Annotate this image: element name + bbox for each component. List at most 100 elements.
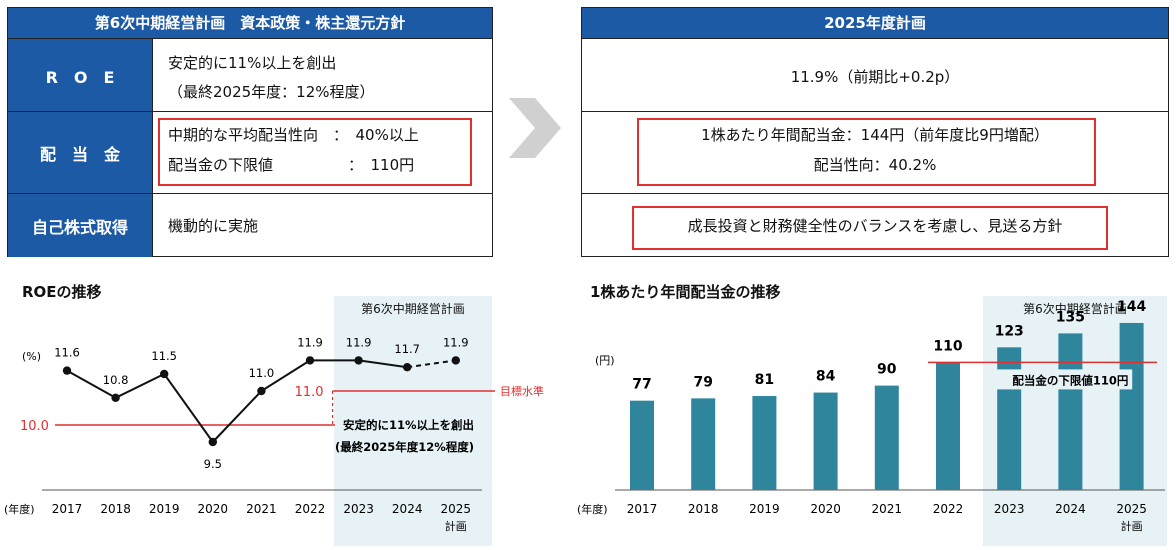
roe-data-label: 10.8 xyxy=(103,373,129,387)
roe-x-tick-label: 2019 xyxy=(149,502,180,516)
dividend-band-label: 第6次中期経営計画 xyxy=(1023,302,1127,316)
roe-target-label: 目標水準 xyxy=(500,384,544,398)
roe-ref-label-11: 11.0 xyxy=(295,385,324,400)
dividend-bar xyxy=(813,392,838,490)
roe-x-tick-label: 2018 xyxy=(100,502,131,516)
plan-dividend-line-2: 配当性向：40.2% xyxy=(813,156,937,174)
dividend-x-tick-label: 2024 xyxy=(1055,502,1086,516)
plan-dividend-highlight-box xyxy=(637,118,1096,186)
roe-line-segment xyxy=(260,359,311,392)
plan-dividend-line-1: 1株あたり年間配当金：144円（前年度比9円増配） xyxy=(701,126,1049,144)
roe-annotation-line-2: (最終2025年度12%程度) xyxy=(335,440,474,454)
plan-buyback-row: 成長投資と財務健全性のバランスを考慮し、見送る方針 xyxy=(582,193,1168,257)
dividend-policy-line-2: 配当金の下限値 ： 110円 xyxy=(168,156,415,174)
dividend-policy: 中期的な平均配当性向 ： 40%以上 配当金の下限値 ： 110円 xyxy=(152,112,492,194)
buyback-policy: 機動的に実施 xyxy=(152,194,492,257)
dividend-x-tick-label: 2019 xyxy=(749,502,780,516)
dividend-y-unit: (円) xyxy=(595,354,615,367)
roe-data-label: 11.6 xyxy=(54,346,80,360)
roe-label: R O E xyxy=(8,39,153,112)
roe-ref-label-10: 10.0 xyxy=(20,419,49,434)
roe-policy-line-2: （最終2025年度：12%程度） xyxy=(168,83,375,101)
dividend-x-tick-label: 2022 xyxy=(933,502,964,516)
dividend-ref-label: 配当金の下限値110円 xyxy=(1012,373,1128,387)
roe-annotation-line-1: 安定的に11%以上を創出 xyxy=(343,418,474,432)
dividend-value-label: 144 xyxy=(1117,299,1146,315)
roe-plan-band xyxy=(334,296,492,546)
roe-row: R O E 安定的に11%以上を創出 （最終2025年度：12%程度） xyxy=(8,38,492,112)
dividend-x-tick-sublabel: 計画 xyxy=(1121,519,1143,533)
dividend-value-label: 77 xyxy=(632,377,651,393)
roe-x-tick-label: 2021 xyxy=(246,502,277,516)
dividend-value-label: 81 xyxy=(755,372,774,388)
dividend-value-label: 90 xyxy=(877,362,897,378)
roe-x-tick-label: 2024 xyxy=(392,502,423,516)
roe-data-point xyxy=(208,437,217,447)
roe-policy: 安定的に11%以上を創出 （最終2025年度：12%程度） xyxy=(152,39,492,112)
roe-x-tick-label: 2025 xyxy=(441,502,472,516)
roe-line-segment xyxy=(66,369,117,399)
buyback-row: 自己株式取得 機動的に実施 xyxy=(8,193,492,257)
roe-data-label: 9.5 xyxy=(204,457,222,471)
dividend-bar xyxy=(874,385,899,490)
dividend-bar xyxy=(752,396,777,490)
roe-y-unit: (%) xyxy=(22,350,41,363)
roe-band-label: 第6次中期経営計画 xyxy=(361,302,465,316)
roe-data-label: 11.9 xyxy=(346,335,372,349)
roe-line-segment xyxy=(163,373,214,443)
dividend-bar xyxy=(691,398,716,490)
dividend-value-label: 110 xyxy=(933,338,962,354)
dividend-x-tick-label: 2021 xyxy=(872,502,903,516)
plan-roe-text: 11.9%（前期比+0.2p） xyxy=(790,68,960,86)
roe-data-point xyxy=(111,393,120,402)
roe-data-point xyxy=(451,356,460,365)
buyback-policy-line-1: 機動的に実施 xyxy=(168,217,259,235)
dividend-x-tick-label: 2017 xyxy=(627,502,658,516)
roe-data-label: 11.0 xyxy=(249,366,275,380)
capital-policy-title: 第6次中期経営計画 資本政策・株主還元方針 xyxy=(8,8,492,39)
plan-buyback-highlight-box xyxy=(632,206,1108,250)
plan-buyback-text: 成長投資と財務健全性のバランスを考慮し、見送る方針 xyxy=(687,217,1063,235)
dividend-x-tick-label: 2020 xyxy=(810,502,841,516)
roe-line-segment xyxy=(212,390,263,443)
plan-2025-table: 2025年度計画 11.9%（前期比+0.2p） 1株あたり年間配当金：144円… xyxy=(581,7,1169,257)
roe-line-segment xyxy=(115,373,165,399)
roe-x-tick-sublabel: 計画 xyxy=(445,519,467,533)
roe-x-tick-label: 2023 xyxy=(343,502,374,516)
dividend-value-label: 135 xyxy=(1056,309,1085,325)
roe-data-point xyxy=(257,386,266,396)
dividend-x-tick-label: 2018 xyxy=(688,502,719,516)
roe-data-label: 11.7 xyxy=(394,342,420,356)
dividend-bar xyxy=(1058,333,1083,490)
roe-policy-line-1: 安定的に11%以上を創出 xyxy=(168,54,337,72)
plan-dividend-row: 1株あたり年間配当金：144円（前年度比9円増配） 配当性向：40.2% xyxy=(582,111,1168,194)
roe-data-label: 11.5 xyxy=(151,349,177,363)
buyback-label: 自己株式取得 xyxy=(8,194,153,257)
roe-line-segment xyxy=(358,359,408,369)
dividend-bar xyxy=(936,362,960,490)
roe-x-tick-label: 2017 xyxy=(52,502,83,516)
roe-x-tick-label: 2020 xyxy=(198,502,229,516)
roe-chart-title: ROEの推移 xyxy=(22,283,102,301)
dividend-chart-title: 1株あたり年間配当金の推移 xyxy=(590,283,781,301)
plan-roe-row: 11.9%（前期比+0.2p） xyxy=(582,38,1168,112)
plan-2025-title: 2025年度計画 xyxy=(582,8,1168,39)
dividend-x-tick-label: 2023 xyxy=(994,502,1025,516)
dividend-highlight-box xyxy=(158,118,472,186)
dividend-value-label: 79 xyxy=(693,374,712,390)
roe-data-point xyxy=(354,356,363,365)
roe-data-point xyxy=(305,356,315,365)
roe-data-point xyxy=(62,366,72,375)
dividend-label: 配 当 金 xyxy=(8,112,153,194)
dividend-policy-line-1: 中期的な平均配当性向 ： 40%以上 xyxy=(168,126,419,144)
dividend-bar-chart: (円) (年度) 77 2017 79 2018 81 2019 84 2020 90 2021 110… xyxy=(577,299,1165,533)
roe-x-unit: (年度) xyxy=(4,502,35,516)
arrow-right-icon xyxy=(509,98,561,158)
dividend-row: 配 当 金 中期的な平均配当性向 ： 40%以上 配当金の下限値 ： 110円 xyxy=(8,111,492,194)
dividend-bar xyxy=(1119,322,1144,490)
dividend-x-tick-label: 2025 xyxy=(1116,502,1147,516)
capital-policy-table: 第6次中期経営計画 資本政策・株主還元方針 R O E 安定的に11%以上を創出… xyxy=(7,7,493,257)
roe-data-label: 11.9 xyxy=(443,335,469,349)
roe-x-tick-label: 2022 xyxy=(295,502,326,516)
